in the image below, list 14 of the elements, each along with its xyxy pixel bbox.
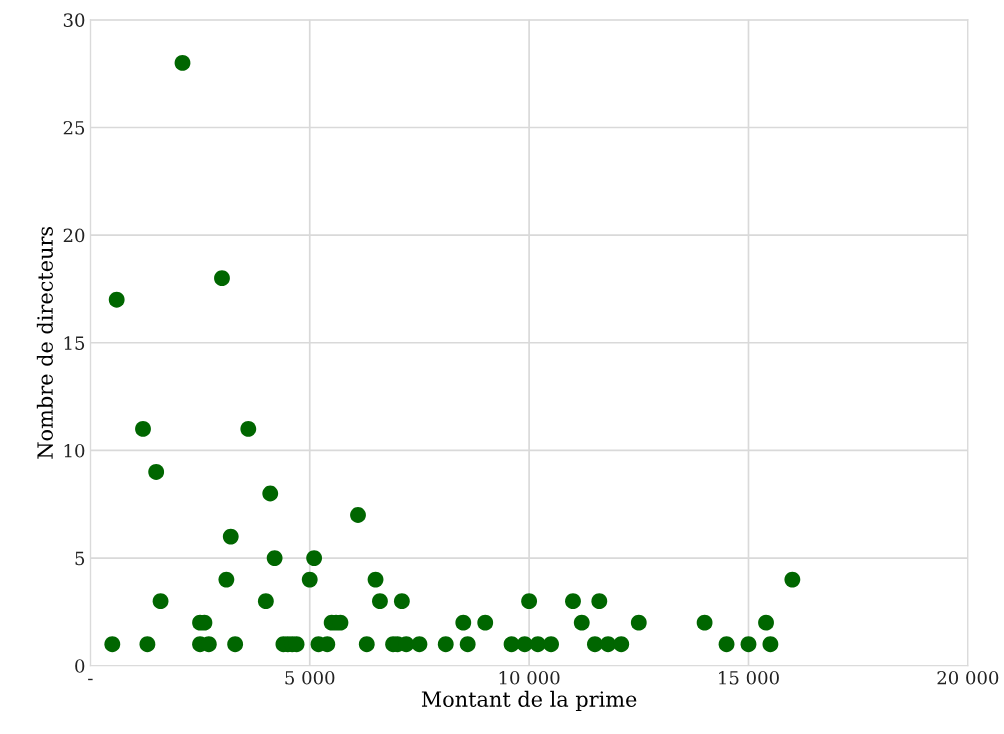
y-tick-label: 15 bbox=[64, 336, 85, 350]
y-tick-label: 25 bbox=[63, 120, 85, 135]
y-tick-label: 0 bbox=[75, 659, 85, 673]
x-axis-title: Montant de la prime bbox=[421, 690, 637, 712]
x-tick-label: 15 000 bbox=[719, 670, 779, 685]
x-tick-label: - bbox=[88, 678, 93, 681]
y-axis-title: Nombre de directeurs bbox=[36, 226, 53, 459]
y-tick-label: 5 bbox=[75, 551, 85, 566]
x-tick-label: 20 000 bbox=[937, 670, 999, 685]
y-tick-label: 30 bbox=[63, 13, 85, 27]
y-tick-label: 20 bbox=[63, 228, 85, 243]
x-tick-label: 5 000 bbox=[285, 670, 335, 685]
x-tick-label: 10 000 bbox=[499, 670, 560, 685]
y-tick-label: 10 bbox=[64, 443, 85, 458]
